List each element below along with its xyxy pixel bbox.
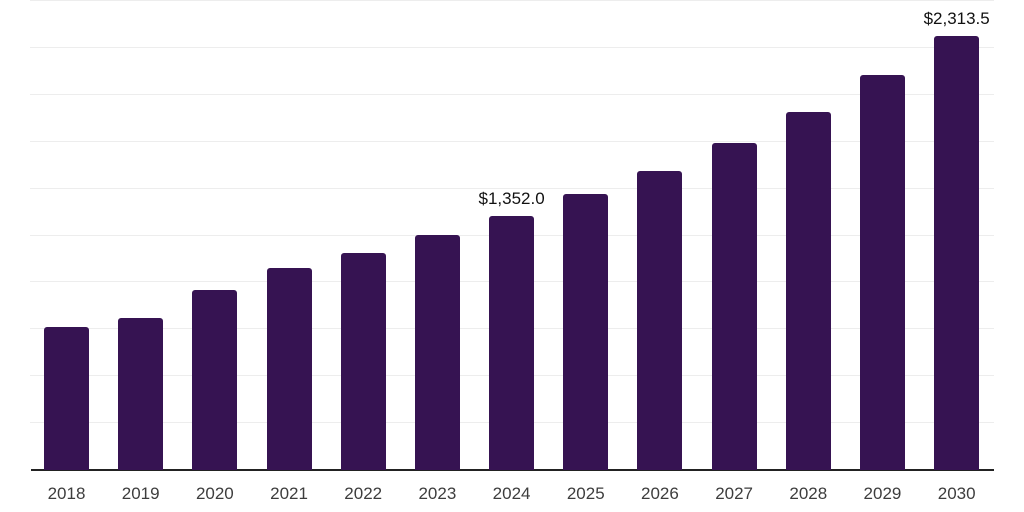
tick-label-2024: 2024	[492, 484, 531, 503]
plot-area: $1,352.0 $2,313.5	[30, 0, 994, 471]
tick-label-2023: 2023	[418, 484, 457, 503]
tick-label-2027: 2027	[715, 484, 754, 503]
bar-2019	[118, 317, 164, 470]
tick-label-2026: 2026	[641, 484, 679, 503]
tick-label-2019: 2019	[121, 484, 160, 503]
bar-2021	[266, 267, 312, 470]
data-label-2024: $1,352.0	[478, 189, 545, 209]
bar-2018	[44, 327, 89, 470]
bar-2022	[340, 252, 386, 470]
tick-label-2029: 2029	[863, 484, 902, 503]
tick-label-2030: 2030	[937, 484, 976, 503]
gridline	[30, 93, 994, 95]
bar-2027	[711, 143, 757, 470]
tick-label-2020: 2020	[195, 484, 234, 503]
x-axis-line	[31, 469, 994, 471]
bar-2023	[414, 235, 460, 470]
tick-label-2018: 2018	[47, 484, 86, 503]
gridline	[30, 140, 994, 142]
tick-label-2021: 2021	[270, 484, 308, 503]
bar-2025	[563, 193, 609, 470]
bar-2029	[859, 74, 905, 470]
bar-2028	[785, 112, 831, 470]
bar-2024	[489, 216, 535, 470]
bar-2030	[934, 36, 980, 470]
data-label-2030: $2,313.5	[923, 9, 990, 28]
tick-label-2028: 2028	[789, 484, 828, 503]
bar-2020	[192, 290, 238, 470]
gridline	[30, 0, 994, 1]
gridline	[30, 46, 994, 48]
bar-2026	[637, 170, 683, 470]
tick-label-2025: 2025	[566, 484, 605, 503]
gridline	[30, 187, 994, 189]
tick-label-2022: 2022	[344, 484, 383, 503]
x-axis: 2018 2019 2020 2021 2022 2023 2024 2025 2026 2027…	[30, 484, 994, 506]
